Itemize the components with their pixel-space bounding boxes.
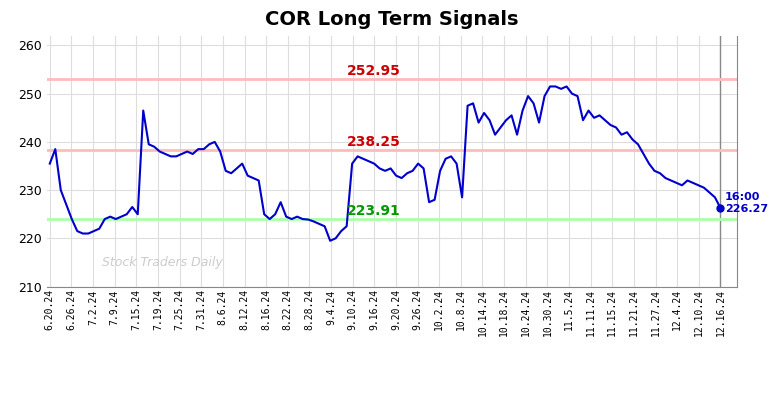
- Text: Stock Traders Daily: Stock Traders Daily: [102, 256, 223, 269]
- Text: 223.91: 223.91: [347, 204, 401, 218]
- Text: 238.25: 238.25: [347, 135, 401, 149]
- Title: COR Long Term Signals: COR Long Term Signals: [265, 10, 519, 29]
- Text: 16:00
226.27: 16:00 226.27: [725, 193, 768, 214]
- Text: 252.95: 252.95: [347, 64, 401, 78]
